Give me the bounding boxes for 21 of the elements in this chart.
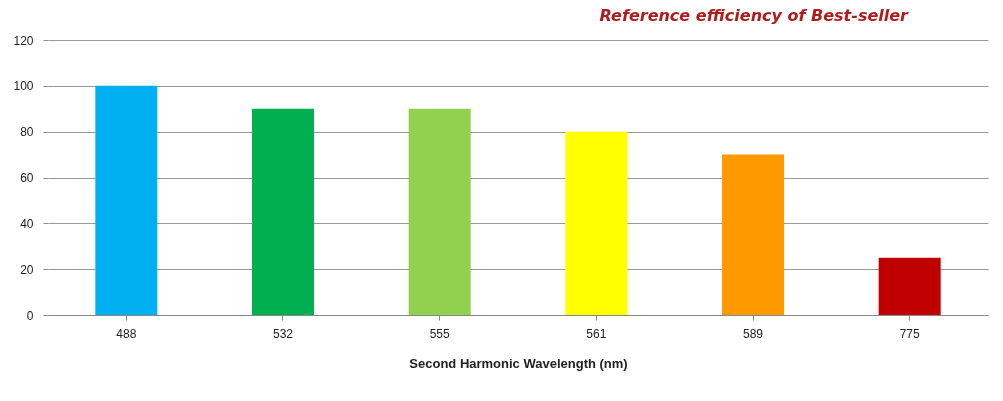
bar	[408, 108, 471, 315]
bar	[722, 154, 784, 315]
x-tick-label: 589	[742, 326, 764, 341]
y-tick-label: 80	[20, 125, 34, 140]
y-tick-label: 0	[26, 308, 34, 323]
x-axis-title: Second Harmonic Wavelength (nm)	[409, 355, 628, 371]
chart-title: Reference efficiency of Best-seller	[599, 6, 910, 25]
y-tick-label: 40	[20, 216, 34, 231]
y-tick-label: 60	[20, 171, 34, 185]
bar	[565, 131, 628, 315]
y-tick-label: 100	[13, 79, 34, 94]
y-tick-label: 120	[13, 33, 34, 48]
x-tick-label: 561	[586, 326, 607, 341]
bar	[252, 108, 314, 315]
x-tick-label: 532	[272, 326, 294, 341]
x-tick-label: 555	[429, 326, 450, 341]
bar	[95, 85, 158, 315]
x-tick-label: 775	[899, 326, 920, 341]
x-tick-label: 488	[116, 326, 137, 341]
y-tick-label: 20	[20, 262, 34, 277]
bar	[878, 257, 941, 315]
